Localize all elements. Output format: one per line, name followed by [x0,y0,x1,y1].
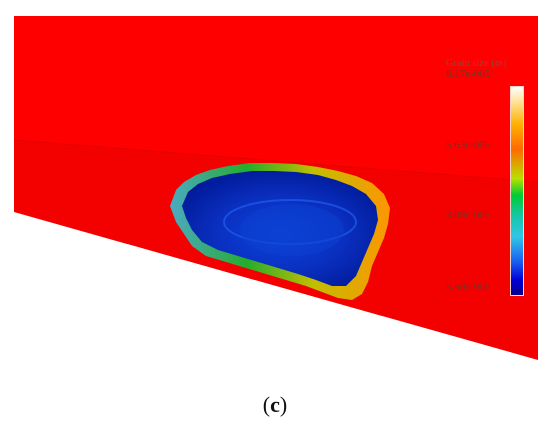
legend-tick-min: 5.50e-006 [446,281,491,293]
plate-top-area [14,16,538,182]
legend-tick-2: 5.63e-005 [446,139,491,151]
legend-title: Grain size (m) [446,58,507,69]
caption-close: ) [279,392,288,417]
color-scale-bar [510,86,524,296]
caption-letter: c [270,392,280,417]
caption-open: ( [262,392,271,417]
legend-tick-3: 3.09e-005 [446,209,491,221]
plate-edge-line [13,139,539,183]
legend-tick-max: 8.17e-005 [446,68,491,80]
figure-caption: (c) [0,392,550,418]
melt-pool-core [240,204,344,256]
